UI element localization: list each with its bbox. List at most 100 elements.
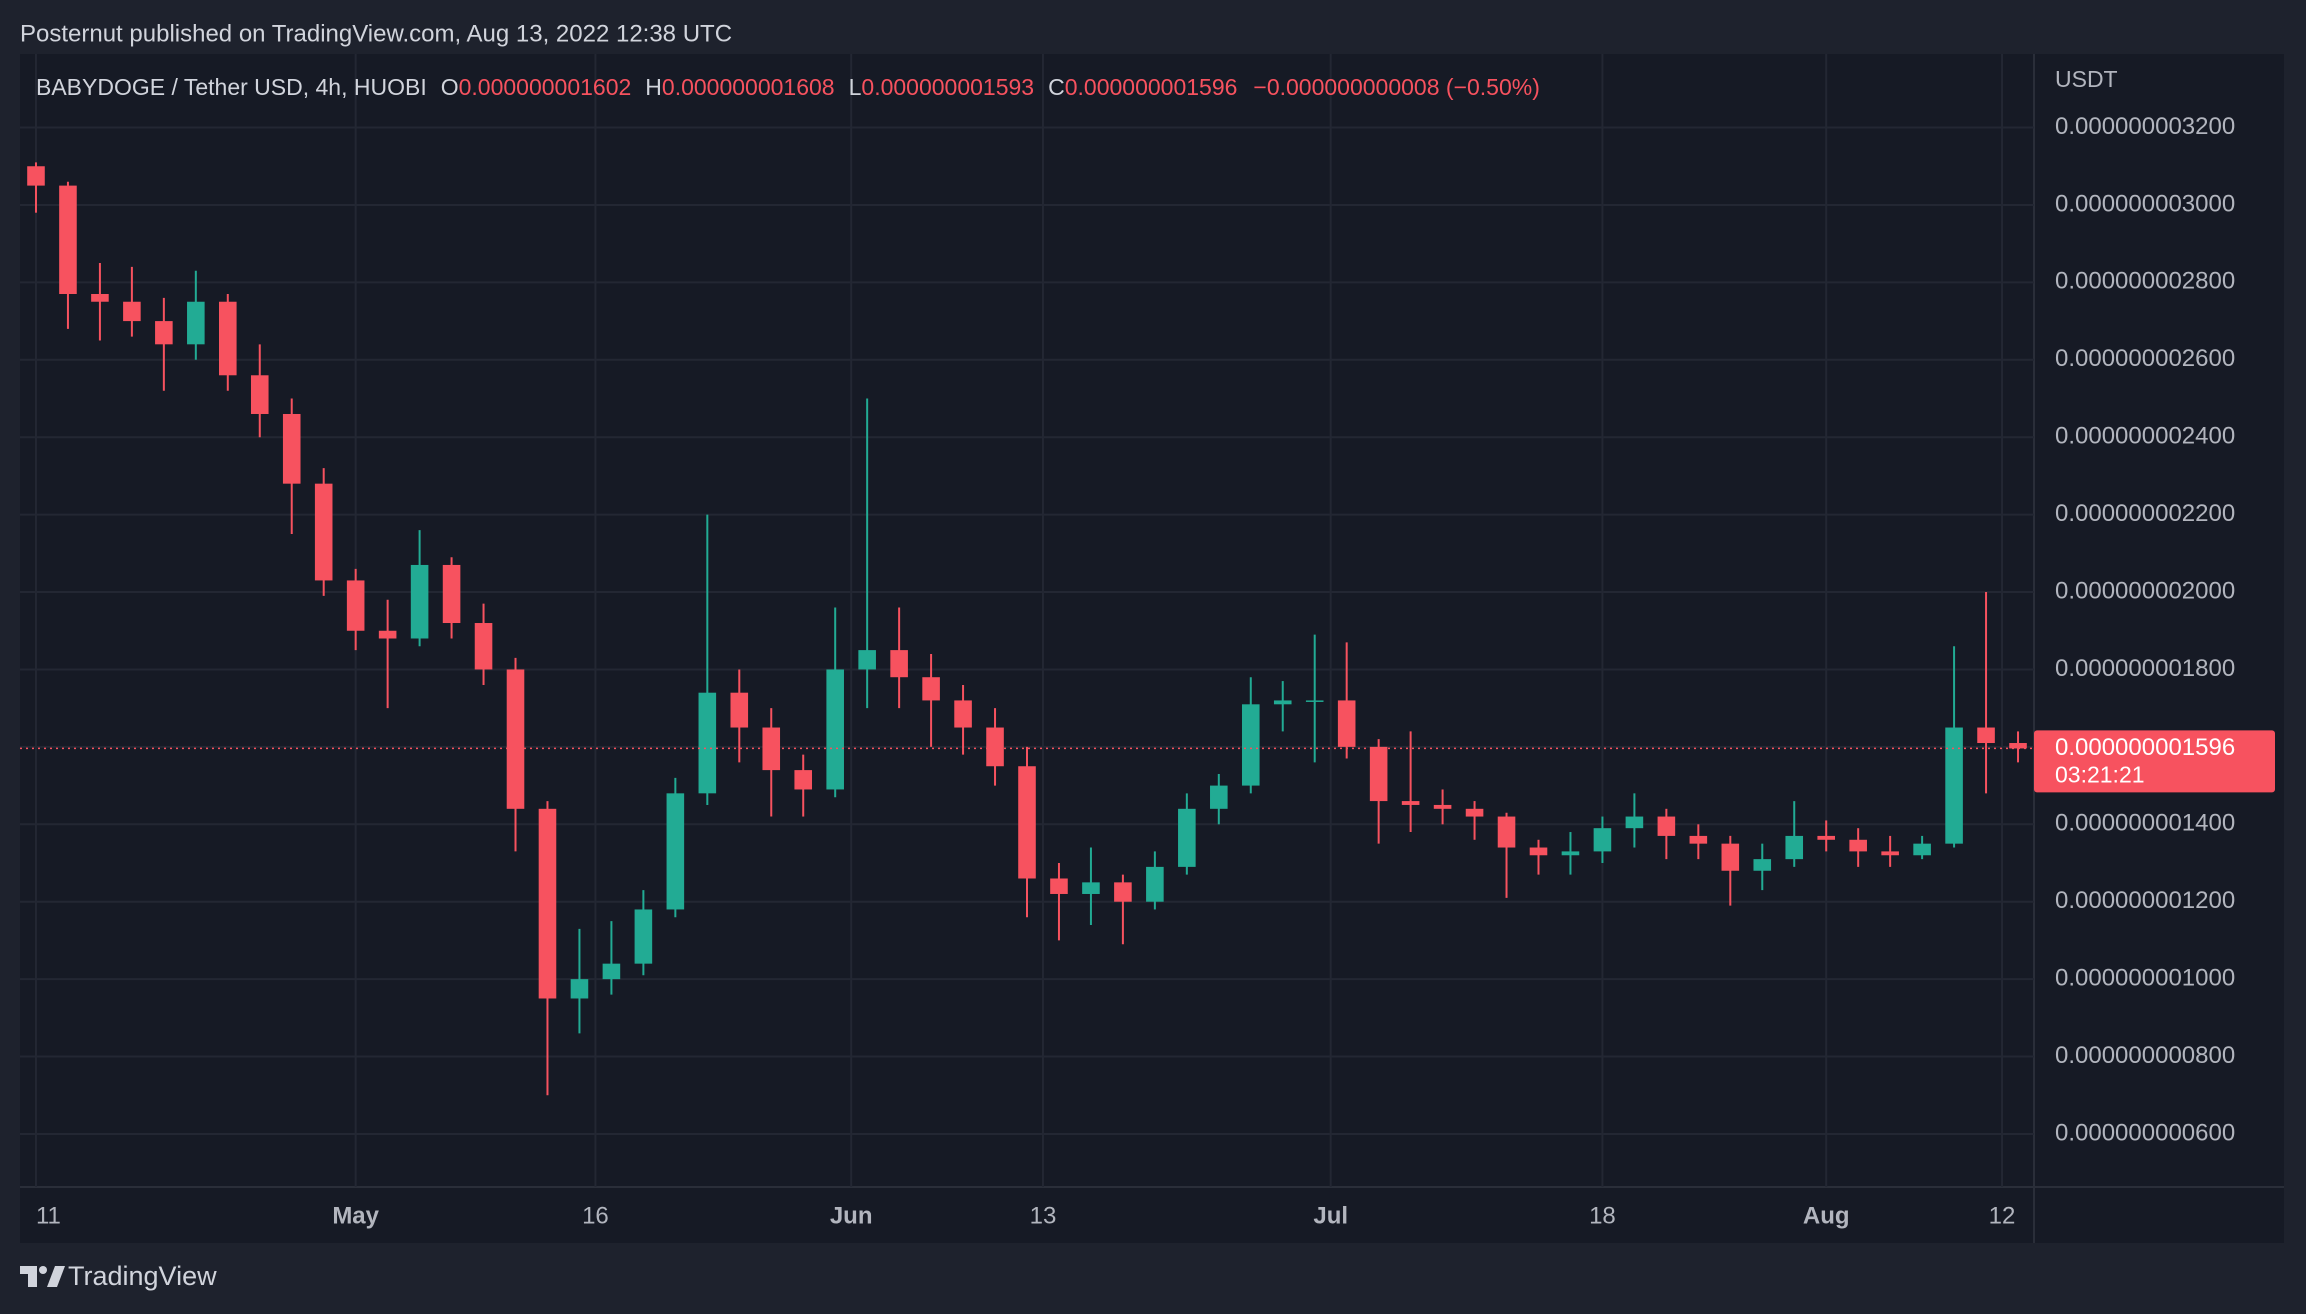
x-tick-label: 12 (1989, 1202, 2016, 1229)
candle-body (219, 301, 237, 376)
candle-body (123, 301, 141, 322)
candle-body (27, 166, 45, 186)
y-tick-label: 0.000000002000 (2055, 577, 2235, 604)
x-tick-label: 16 (582, 1202, 609, 1229)
candle-body (794, 770, 813, 790)
candle-body (1849, 839, 1867, 852)
candle-body (1913, 843, 1931, 856)
candle-body (890, 650, 908, 678)
candle-body (1689, 835, 1708, 844)
candle-body (698, 692, 717, 794)
candle-body (314, 483, 333, 581)
plot-area (20, 54, 2034, 1187)
change: −0.000000000008 (−0.50%) (1253, 74, 1539, 100)
y-tick-label: 0.000000003200 (2055, 113, 2235, 140)
y-tick-label: 0.000000003000 (2055, 190, 2235, 217)
candle-body (1561, 851, 1580, 856)
candle-body (858, 650, 876, 670)
published-line: Posternut published on TradingView.com, … (20, 20, 732, 47)
last-price-label: 0.000000001596 (2055, 734, 2235, 761)
candle-body (442, 564, 461, 624)
candle-body (2009, 743, 2027, 749)
candle-body (1817, 835, 1835, 840)
candle-body (187, 301, 205, 345)
y-tick-label: 0.000000000800 (2055, 1042, 2235, 1069)
ohlc-value: 0.000000001596 (1065, 74, 1238, 100)
ohlc-key: L (849, 74, 862, 100)
y-tick-label: 0.000000001200 (2055, 887, 2235, 914)
x-tick-label: Jun (830, 1202, 873, 1229)
candle-body (570, 979, 589, 999)
candle-body (1977, 727, 1995, 744)
y-tick-label: 0.000000001400 (2055, 810, 2235, 837)
price-axis (2034, 54, 2284, 1187)
y-axis-label: USDT (2055, 66, 2118, 92)
candle-body (410, 564, 429, 639)
candle-body (1529, 847, 1548, 856)
candle-body (282, 413, 301, 484)
ohlc-value: 0.000000001602 (459, 74, 632, 100)
candle-body (954, 700, 972, 728)
candle-body (378, 630, 397, 639)
candles (27, 162, 2027, 1096)
candle-body (1369, 746, 1388, 802)
candle-body (155, 321, 173, 345)
x-tick-label: 18 (1589, 1202, 1616, 1229)
chart-header: BABYDOGE / Tether USD, 4h, HUOBI O0.00000… (36, 74, 1540, 100)
candle-body (1114, 882, 1132, 902)
candle-body (1433, 804, 1452, 809)
candle-body (1593, 828, 1612, 852)
x-tick-label: Aug (1803, 1202, 1850, 1229)
y-tick-label: 0.000000002800 (2055, 268, 2235, 295)
symbol-title: BABYDOGE / Tether USD, 4h, HUOBI (36, 74, 427, 100)
candle-body (1753, 859, 1772, 871)
candle-body (1273, 700, 1292, 705)
last-price-tag (2034, 730, 2275, 793)
candle-body (730, 692, 749, 728)
candle-body (1497, 816, 1516, 848)
y-tick-label: 0.000000000600 (2055, 1119, 2235, 1146)
candle-body (1082, 882, 1100, 894)
candle-body (1785, 835, 1804, 860)
candle-body (1305, 700, 1324, 702)
x-tick-label: Jul (1313, 1202, 1348, 1229)
candle-body (506, 669, 525, 809)
ohlc-key: C (1048, 74, 1065, 100)
candle-body (1657, 816, 1676, 836)
candle-body (250, 375, 269, 414)
candle-body (1465, 808, 1484, 817)
candle-body (1210, 785, 1228, 809)
candle-body (474, 623, 493, 670)
candle-body (1881, 851, 1899, 856)
time-axis (20, 1187, 2284, 1243)
candle-body (602, 963, 621, 980)
ohlc-value: 0.000000001608 (662, 74, 835, 100)
ohlc-key: O (441, 74, 459, 100)
candle-body (634, 909, 653, 964)
candle-body (1721, 843, 1740, 871)
ohlc-key: H (645, 74, 662, 100)
candle-body (1018, 766, 1036, 879)
tradingview-logo (20, 1266, 65, 1287)
y-tick-label: 0.000000002200 (2055, 500, 2235, 527)
ohlc-value: 0.000000001593 (861, 74, 1034, 100)
candle-body (1241, 704, 1260, 786)
y-tick-label: 0.000000002400 (2055, 423, 2235, 450)
footer-brand: TradingView (68, 1261, 217, 1291)
y-tick-label: 0.000000001000 (2055, 964, 2235, 991)
y-tick-label: 0.000000001800 (2055, 655, 2235, 682)
candle-body (538, 808, 557, 999)
candle-body (1945, 727, 1963, 844)
candle-body (59, 185, 77, 294)
candle-body (91, 293, 109, 302)
candle-body (826, 669, 844, 790)
x-tick-label: May (332, 1202, 379, 1229)
candle-body (1337, 700, 1356, 747)
candle-body (346, 580, 365, 631)
candle-body (1146, 866, 1164, 902)
countdown: 03:21:21 (2055, 762, 2145, 788)
candle-body (986, 727, 1004, 767)
candle-body (1401, 801, 1420, 805)
